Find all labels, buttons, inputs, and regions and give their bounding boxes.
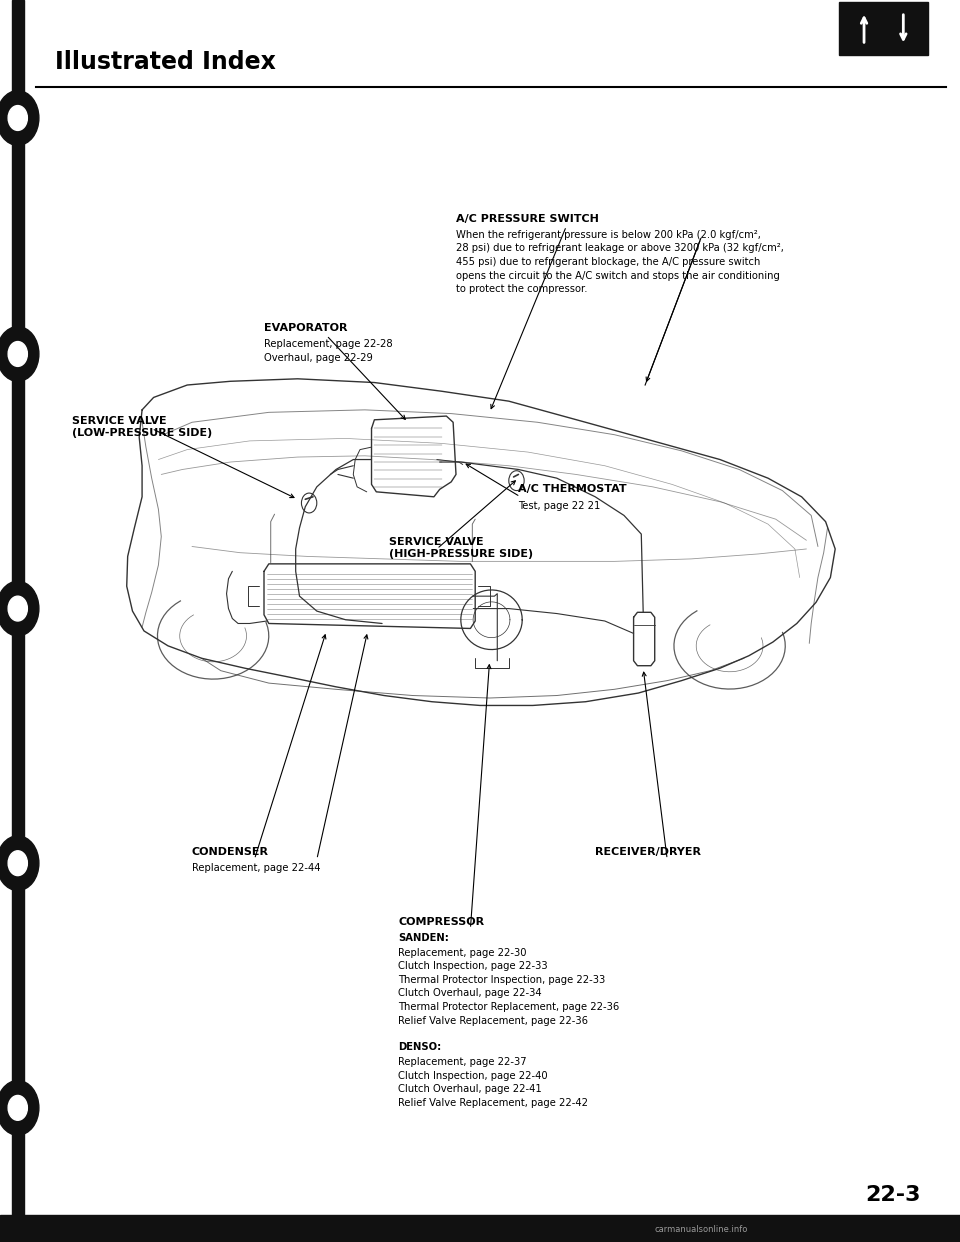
- Text: Test, page 22 21: Test, page 22 21: [518, 501, 601, 510]
- Text: RECEIVER/DRYER: RECEIVER/DRYER: [595, 847, 701, 857]
- Bar: [12, 0, 24, 1242]
- Text: Replacement, page 22-30
Clutch Inspection, page 22-33
Thermal Protector Inspecti: Replacement, page 22-30 Clutch Inspectio…: [398, 948, 619, 1026]
- Text: COMPRESSOR: COMPRESSOR: [398, 917, 485, 927]
- Circle shape: [8, 342, 27, 366]
- Bar: [0, 1215, 960, 1242]
- Text: EVAPORATOR: EVAPORATOR: [264, 323, 348, 333]
- Circle shape: [0, 1081, 38, 1135]
- Text: 22-3: 22-3: [865, 1185, 921, 1205]
- Text: Illustrated Index: Illustrated Index: [55, 50, 276, 75]
- Text: A/C PRESSURE SWITCH: A/C PRESSURE SWITCH: [456, 214, 599, 224]
- Text: CONDENSER: CONDENSER: [192, 847, 269, 857]
- Text: Replacement, page 22-28
Overhaul, page 22-29: Replacement, page 22-28 Overhaul, page 2…: [264, 339, 393, 363]
- Text: SANDEN:: SANDEN:: [398, 933, 449, 943]
- Circle shape: [0, 327, 38, 381]
- Circle shape: [8, 1095, 27, 1120]
- Bar: [839, 2, 928, 55]
- Text: A/C THERMOSTAT: A/C THERMOSTAT: [518, 484, 627, 494]
- Text: Replacement, page 22-44: Replacement, page 22-44: [192, 863, 321, 873]
- Text: Replacement, page 22-37
Clutch Inspection, page 22-40
Clutch Overhaul, page 22-4: Replacement, page 22-37 Clutch Inspectio…: [398, 1057, 588, 1108]
- Circle shape: [8, 596, 27, 621]
- Circle shape: [0, 581, 38, 636]
- Circle shape: [8, 106, 27, 130]
- Circle shape: [8, 851, 27, 876]
- Text: When the refrigerant pressure is below 200 kPa (2.0 kgf/cm²,
28 psi) due to refr: When the refrigerant pressure is below 2…: [456, 230, 784, 294]
- Circle shape: [0, 91, 38, 145]
- Text: carmanualsonline.info: carmanualsonline.info: [654, 1225, 748, 1235]
- Text: SERVICE VALVE
(LOW-PRESSURE SIDE): SERVICE VALVE (LOW-PRESSURE SIDE): [72, 416, 212, 438]
- Text: DENSO:: DENSO:: [398, 1042, 442, 1052]
- Text: SERVICE VALVE
(HIGH-PRESSURE SIDE): SERVICE VALVE (HIGH-PRESSURE SIDE): [389, 537, 533, 559]
- Circle shape: [0, 836, 38, 891]
